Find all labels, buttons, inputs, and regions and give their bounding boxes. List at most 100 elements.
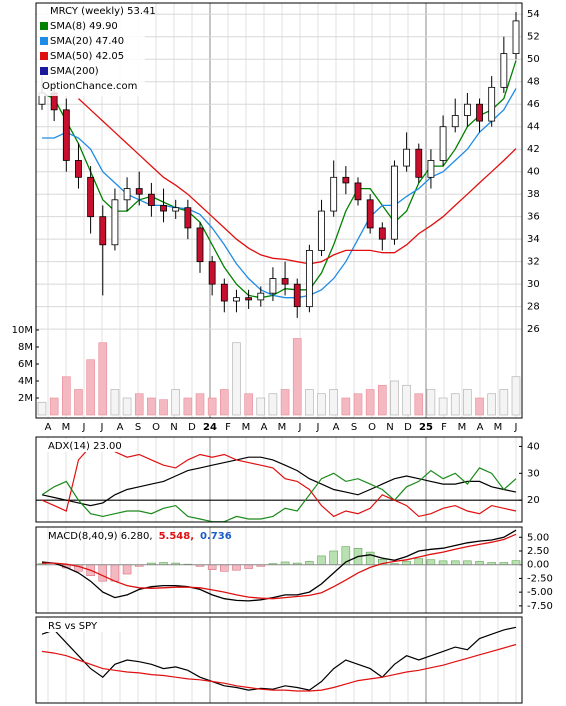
legend-swatch xyxy=(40,52,48,60)
y-tick-label: 34 xyxy=(527,234,540,245)
x-tick-label: J xyxy=(316,422,320,433)
volume-bar xyxy=(390,380,399,416)
volume-bar xyxy=(426,389,436,416)
y-tick-label: 48 xyxy=(527,77,540,88)
x-tick-label: D xyxy=(404,422,412,433)
candle-body xyxy=(75,160,82,178)
y-tick-label: 5.00 xyxy=(527,532,549,543)
indicator-line xyxy=(41,440,517,518)
histogram-bar xyxy=(438,560,448,565)
volume-tick-label: 4M xyxy=(18,376,33,387)
x-tick-label: M xyxy=(494,422,503,433)
candle-body xyxy=(488,86,496,122)
y-tick-label: 36 xyxy=(527,212,540,223)
volume-bar xyxy=(207,397,217,416)
y-tick-label: 50 xyxy=(527,54,540,65)
panel-frame xyxy=(35,436,523,523)
x-tick-label: 24 xyxy=(203,422,217,433)
candle-body xyxy=(172,207,180,212)
y-tick-label: -7.50 xyxy=(527,601,553,612)
volume-bar xyxy=(171,389,180,416)
candle-body xyxy=(500,53,508,88)
indicator-line xyxy=(41,626,517,691)
candle-body xyxy=(403,148,411,167)
legend-box xyxy=(37,4,145,96)
candle-body xyxy=(184,207,192,229)
candle-body xyxy=(415,148,423,178)
candle-body xyxy=(196,227,204,263)
volume-bar xyxy=(159,399,168,416)
x-tick-label: S xyxy=(351,422,357,433)
volume-bar xyxy=(317,393,326,416)
candle-body xyxy=(99,216,107,246)
x-tick-label: A xyxy=(261,422,268,433)
x-tick-label: D xyxy=(188,422,196,433)
candle-body xyxy=(439,126,447,161)
panel-frame xyxy=(35,526,523,614)
volume-bar xyxy=(438,397,448,416)
y-tick-label: 26 xyxy=(527,324,540,335)
candle-body xyxy=(208,261,216,285)
candle-body xyxy=(123,188,131,201)
watermark: OptionChance.com xyxy=(42,81,137,92)
volume-bar xyxy=(487,393,496,416)
candle-body xyxy=(463,103,471,116)
candle-body xyxy=(318,210,325,251)
y-tick-label: 42 xyxy=(527,144,540,155)
candle-body xyxy=(111,199,119,246)
x-tick-label: J xyxy=(298,422,302,433)
histogram-bar xyxy=(232,564,241,571)
volume-bar xyxy=(341,397,351,416)
candle-body xyxy=(342,176,350,184)
volume-bar xyxy=(353,393,363,416)
volume-bar xyxy=(220,389,229,416)
indicator-line xyxy=(41,643,517,692)
x-tick-label: J xyxy=(82,422,86,433)
y-tick-label: 0.00 xyxy=(527,560,549,571)
volume-bar xyxy=(365,389,375,416)
y-tick-label: 46 xyxy=(527,99,540,110)
panel-frame xyxy=(35,2,523,419)
x-tick-label: A xyxy=(117,422,124,433)
candle-body xyxy=(427,160,435,178)
y-tick-label: 44 xyxy=(527,122,540,133)
legend-swatch xyxy=(40,37,48,45)
x-tick-label: 25 xyxy=(419,422,433,433)
candle-body xyxy=(305,250,313,308)
volume-bar xyxy=(511,376,521,416)
volume-bar xyxy=(232,342,241,416)
y-tick-label: 40 xyxy=(527,167,540,178)
histogram-bar xyxy=(98,564,108,582)
y-tick-label: 30 xyxy=(527,468,540,479)
volume-bar xyxy=(305,389,314,416)
histogram-bar xyxy=(463,560,472,565)
title-part: MACD(8,40,9) 6.280, xyxy=(48,531,153,542)
title-bg xyxy=(37,619,127,632)
legend-label: SMA(20) 47.40 xyxy=(50,36,124,47)
x-tick-label: A xyxy=(333,422,340,433)
histogram-bar xyxy=(317,555,326,565)
volume-bar xyxy=(280,389,290,416)
candle-body xyxy=(512,20,520,55)
title-part: 0.736 xyxy=(200,531,232,542)
volume-bar xyxy=(147,397,156,416)
candle-body xyxy=(62,109,70,161)
panel-title: ADX(14) 23.00 xyxy=(48,441,122,452)
x-tick-label: A xyxy=(477,422,484,433)
volume-bar xyxy=(86,359,95,416)
x-tick-label: M xyxy=(242,422,251,433)
sma-line xyxy=(42,88,517,299)
volume-bar xyxy=(37,401,47,416)
volume-tick-label: 8M xyxy=(18,342,33,353)
volume-bar xyxy=(292,338,302,416)
candle-body xyxy=(135,188,143,195)
volume-bar xyxy=(463,389,472,416)
legend-label: SMA(50) 42.05 xyxy=(50,51,124,62)
candle-body xyxy=(87,176,95,218)
x-tick-label: N xyxy=(170,422,177,433)
volume-bar xyxy=(74,389,83,416)
histogram-bar xyxy=(122,564,132,575)
candle-body xyxy=(269,278,277,294)
candle-body xyxy=(476,103,483,122)
